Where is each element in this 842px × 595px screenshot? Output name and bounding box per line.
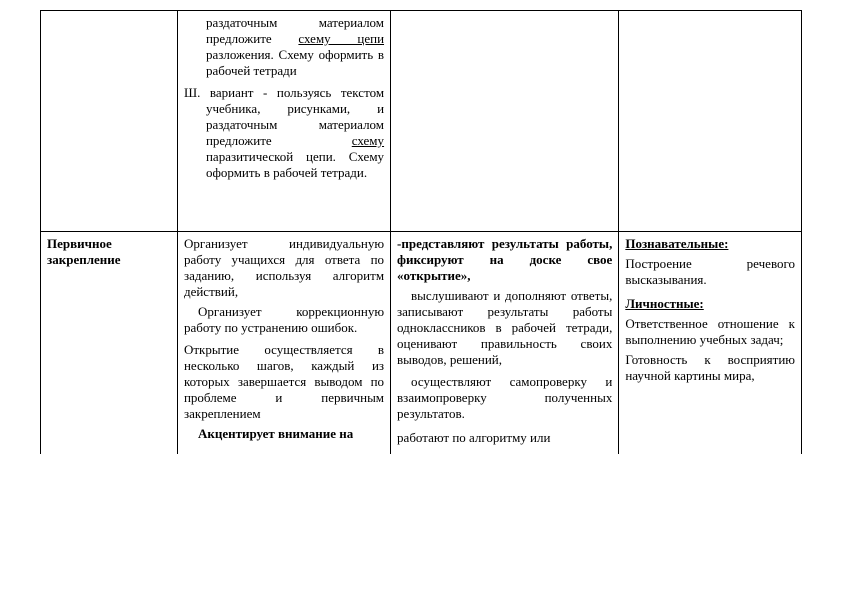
body-text: Ответственное отношение к вы­полнению уч… [625, 316, 795, 348]
body-text: работают по алгоритму или [397, 430, 612, 446]
body-text: Открытие осуществляется в несколько шаго… [184, 342, 384, 422]
body-text: Организует индивидуальную работу учащихс… [184, 236, 384, 300]
page: раздаточным материалом предложите схему … [0, 0, 842, 595]
cell-teacher: Организует индивидуальную работу учащихс… [177, 232, 390, 455]
cell-stage [41, 11, 178, 232]
stage-title: Первичное закрепление [47, 236, 171, 268]
cell-results: Познавательные: Построение речевого выск… [619, 232, 802, 455]
body-text: -представляют результаты работы, фиксиру… [397, 236, 612, 284]
uud-heading: Познавательные: [625, 236, 795, 252]
body-text: Построение речевого высказывания. [625, 256, 795, 288]
body-text: Акцентирует внимание на [184, 426, 384, 442]
variant-text: раздаточным материалом предложите схему … [184, 15, 384, 79]
body-text: выслушивают и дополняют ответы, записыва… [397, 288, 612, 368]
cell-student: -представляют результаты работы, фиксиру… [391, 232, 619, 455]
uud-heading: Личностные: [625, 296, 795, 312]
table-row: Первичное закрепление Организует индивид… [41, 232, 802, 455]
cell-teacher: раздаточным материалом предложите схему … [177, 11, 390, 232]
body-text: осуществляют самопроверку и взаимопровер… [397, 374, 612, 422]
cell-stage: Первичное закрепление [41, 232, 178, 455]
body-text: Готовность к вос­приятию научной картины… [625, 352, 795, 384]
variant-text: Ш. вариант - пользуясь текстом учебника,… [184, 85, 384, 181]
lesson-table: раздаточным материалом предложите схему … [40, 10, 802, 454]
body-text: Организует коррекционную работу по устра… [184, 304, 384, 336]
cell-student [391, 11, 619, 232]
table-row: раздаточным материалом предложите схему … [41, 11, 802, 232]
cell-results [619, 11, 802, 232]
